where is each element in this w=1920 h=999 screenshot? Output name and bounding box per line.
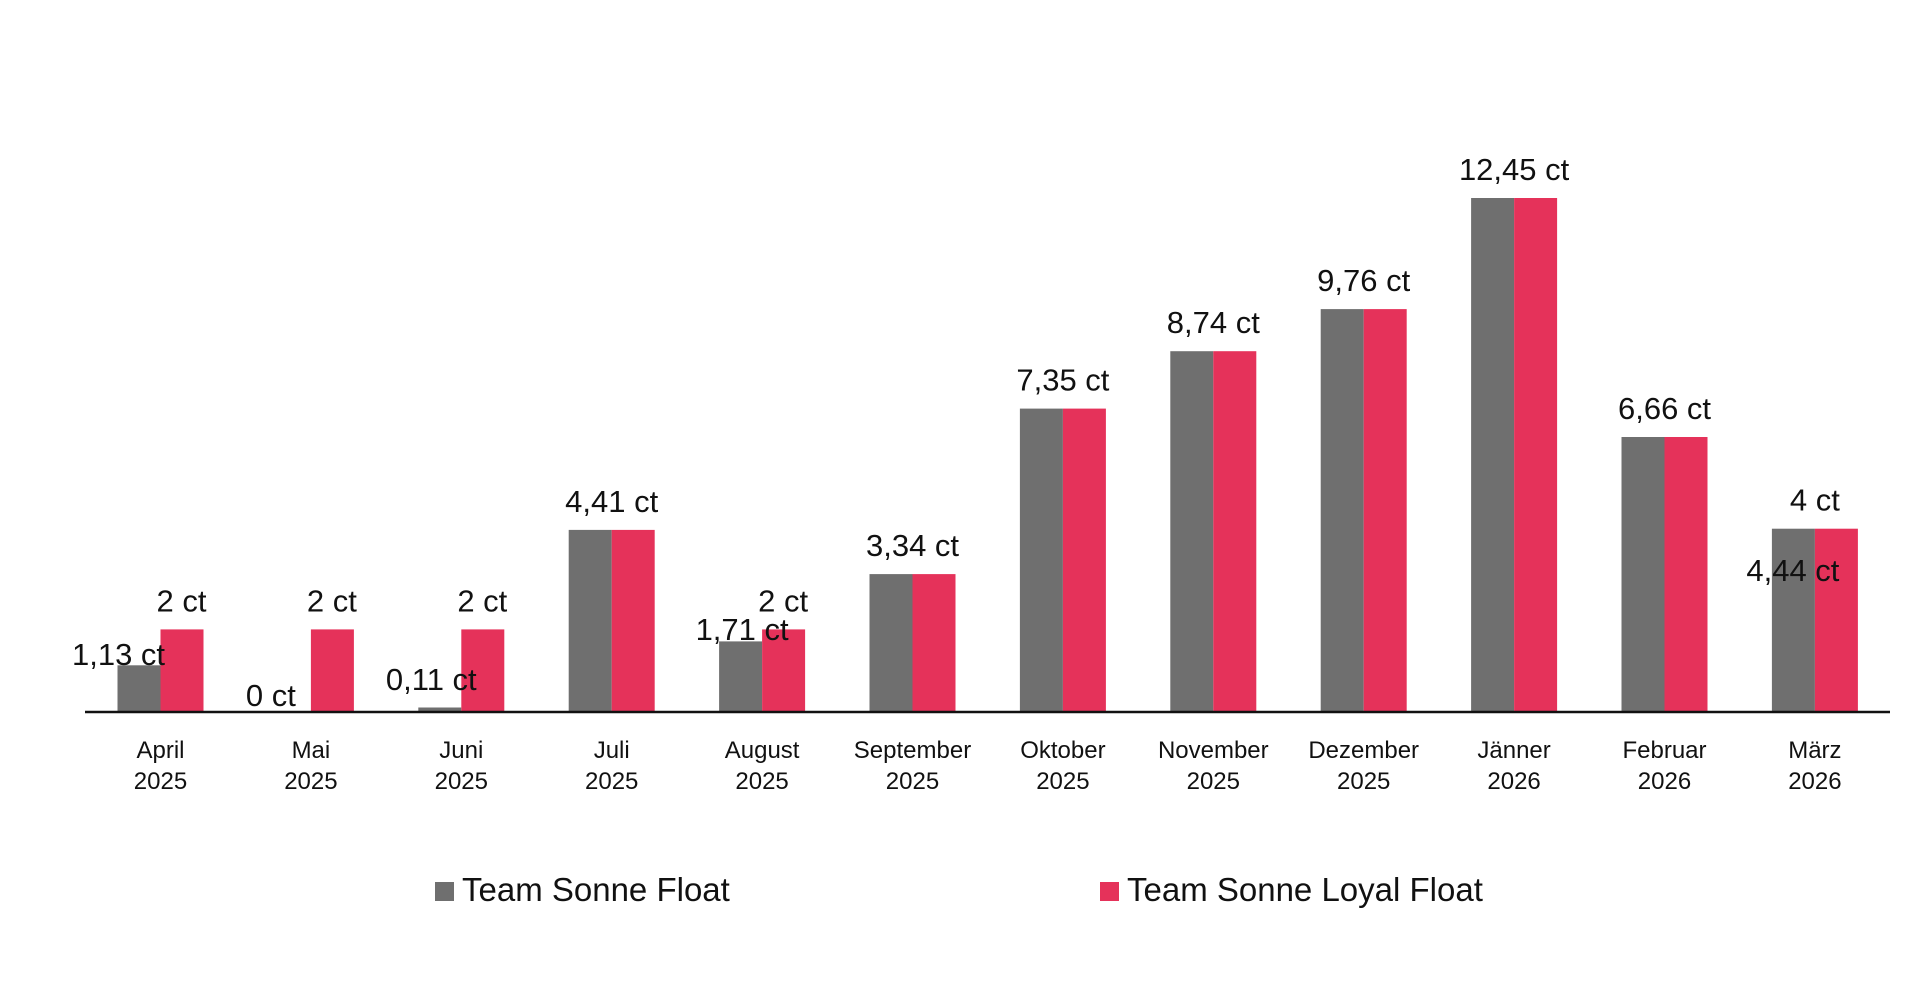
- bar-team-sonne-float-april: [117, 665, 161, 712]
- bar-team-sonne-float-februar: [1621, 437, 1665, 712]
- bar-team-sonne-loyal-float-februar: [1664, 437, 1708, 712]
- value-label-team-sonne-float-august: 1,71 ct: [696, 612, 789, 647]
- x-tick-year-juli: 2025: [585, 768, 638, 795]
- bar-team-sonne-loyal-float-juli: [611, 529, 655, 712]
- bar-team-sonne-loyal-float-april: [160, 629, 204, 712]
- bar-team-sonne-float-juli: [568, 529, 612, 712]
- bar-team-sonne-loyal-float-november: [1213, 351, 1257, 712]
- x-tick-year-september: 2025: [886, 768, 939, 795]
- value-label-team-sonne-loyal-float-jaenner: 12,45 ct: [1459, 152, 1570, 187]
- bar-team-sonne-float-jaenner: [1471, 198, 1515, 712]
- legend-item-team-sonne-float: Team Sonne Float: [435, 871, 730, 908]
- x-tick-month-oktober: Oktober: [1020, 737, 1105, 764]
- legend-swatch-team-sonne-float: [435, 882, 454, 901]
- value-label-team-sonne-float-juni: 0,11 ct: [386, 662, 477, 697]
- bar-team-sonne-float-juni: [418, 707, 462, 712]
- x-tick-year-april: 2025: [134, 768, 187, 795]
- x-tick-labels-group: April 2025 Mai 2025 Juni 2025 Juli 2025 August 20…: [134, 737, 1842, 795]
- bar-team-sonne-float-oktober: [1019, 408, 1063, 712]
- bar-team-sonne-float-november: [1170, 351, 1214, 712]
- legend-label-team-sonne-float: Team Sonne Float: [462, 871, 730, 908]
- x-tick-month-juli: Juli: [594, 737, 630, 764]
- x-tick-month-februar: Februar: [1622, 737, 1706, 764]
- value-label-team-sonne-float-mai: 0 ct: [246, 678, 296, 713]
- value-label-team-sonne-loyal-float-august: 2 ct: [758, 583, 808, 618]
- x-tick-year-februar: 2026: [1638, 768, 1691, 795]
- x-tick-month-august: August: [725, 737, 800, 764]
- x-tick-month-juni: Juni: [439, 737, 483, 764]
- legend: Team Sonne Float Team Sonne Loyal Float: [435, 871, 1483, 908]
- value-label-team-sonne-loyal-float-oktober: 7,35 ct: [1016, 363, 1109, 398]
- value-label-team-sonne-loyal-float-dezember: 9,76 ct: [1317, 263, 1410, 298]
- x-tick-month-maerz: März: [1788, 737, 1841, 764]
- value-label-team-sonne-loyal-float-november: 8,74 ct: [1167, 305, 1260, 340]
- value-label-team-sonne-float-april: 1,13 ct: [72, 637, 165, 672]
- x-tick-year-jaenner: 2026: [1487, 768, 1540, 795]
- value-label-team-sonne-loyal-float-mai: 2 ct: [307, 583, 357, 618]
- bar-team-sonne-loyal-float-dezember: [1363, 309, 1407, 712]
- x-tick-month-jaenner: Jänner: [1477, 737, 1550, 764]
- x-tick-year-august: 2025: [735, 768, 788, 795]
- bar-team-sonne-loyal-float-mai: [310, 629, 354, 712]
- x-tick-year-november: 2025: [1187, 768, 1240, 795]
- bar-team-sonne-loyal-float-maerz: [1814, 528, 1858, 712]
- x-tick-month-november: November: [1158, 737, 1269, 764]
- value-labels-group: 2 ct 1,13 ct 2 ct 0 ct 2 ct 0,11 ct 4,41 ct 2 c…: [72, 152, 1840, 713]
- value-label-team-sonne-loyal-float-april: 2 ct: [157, 583, 207, 618]
- x-tick-year-juni: 2025: [435, 768, 488, 795]
- x-tick-month-april: April: [136, 737, 184, 764]
- x-tick-year-dezember: 2025: [1337, 768, 1390, 795]
- bar-team-sonne-float-august: [719, 641, 763, 712]
- x-tick-month-dezember: Dezember: [1308, 737, 1419, 764]
- legend-swatch-team-sonne-loyal-float: [1100, 882, 1119, 901]
- bar-team-sonne-float-dezember: [1320, 309, 1364, 712]
- bar-team-sonne-float-maerz: [1771, 528, 1815, 712]
- bar-team-sonne-loyal-float-jaenner: [1514, 198, 1558, 712]
- value-label-team-sonne-loyal-float-februar: 6,66 ct: [1618, 391, 1711, 426]
- value-label-team-sonne-loyal-float-juni: 2 ct: [457, 583, 507, 618]
- x-tick-month-mai: Mai: [292, 737, 331, 764]
- x-tick-month-september: September: [854, 737, 971, 764]
- bar-team-sonne-loyal-float-august: [762, 629, 806, 712]
- bar-team-sonne-loyal-float-september: [912, 574, 956, 712]
- legend-label-team-sonne-loyal-float: Team Sonne Loyal Float: [1127, 871, 1483, 908]
- value-label-team-sonne-loyal-float-maerz: 4 ct: [1790, 483, 1840, 518]
- x-tick-year-mai: 2025: [284, 768, 337, 795]
- x-tick-year-maerz: 2026: [1788, 768, 1841, 795]
- legend-item-team-sonne-loyal-float: Team Sonne Loyal Float: [1100, 871, 1483, 908]
- value-label-team-sonne-float-maerz: 4,44 ct: [1746, 553, 1839, 588]
- bar-team-sonne-float-september: [869, 574, 913, 712]
- bars-group: [117, 198, 1858, 712]
- bar-team-sonne-loyal-float-oktober: [1062, 408, 1106, 712]
- value-label-team-sonne-loyal-float-juli: 4,41 ct: [565, 484, 658, 519]
- value-label-team-sonne-loyal-float-september: 3,34 ct: [866, 528, 959, 563]
- bar-team-sonne-loyal-float-juni: [461, 629, 505, 712]
- x-tick-year-oktober: 2025: [1036, 768, 1089, 795]
